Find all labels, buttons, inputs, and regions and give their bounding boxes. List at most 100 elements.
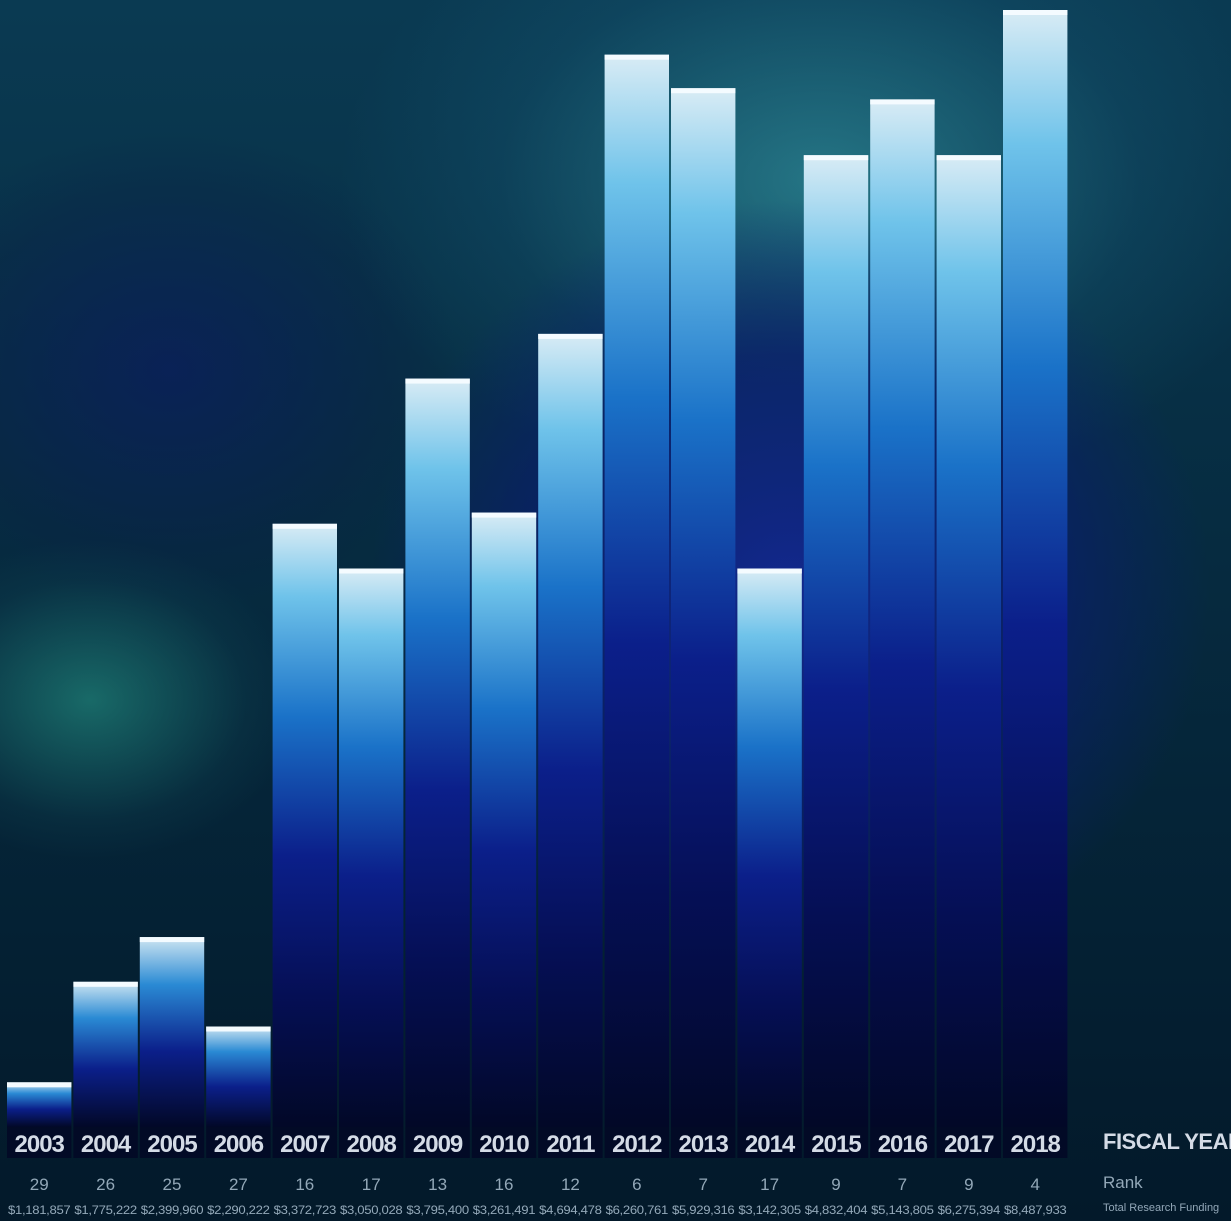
year-band-2004 — [73, 1127, 138, 1158]
year-band-2013 — [671, 1127, 736, 1158]
bar-2007 — [272, 523, 337, 1127]
funding-value: $5,929,316 — [672, 1203, 735, 1217]
funding-value: $1,181,857 — [8, 1203, 71, 1217]
rank-value: 16 — [495, 1175, 514, 1194]
bar-2009 — [405, 378, 470, 1128]
year-band-2017 — [936, 1127, 1001, 1158]
x-tick-label: 2016 — [878, 1131, 928, 1158]
bar-cap-2008 — [339, 568, 404, 574]
bar-2012 — [604, 54, 669, 1128]
rank-value: 17 — [760, 1175, 779, 1194]
bar-cap-2004 — [73, 981, 138, 987]
rank-value: 29 — [30, 1175, 49, 1194]
funding-value: $6,260,761 — [606, 1203, 669, 1217]
year-band-2006 — [206, 1127, 271, 1158]
bar-2008 — [339, 568, 404, 1127]
x-tick-label: 2009 — [413, 1131, 463, 1158]
bar-cap-2018 — [1003, 10, 1068, 15]
bar-cap-2009 — [405, 378, 470, 384]
rank-value: 13 — [428, 1175, 447, 1194]
rank-value: 25 — [163, 1175, 182, 1194]
year-band-2011 — [538, 1127, 603, 1158]
bar-cap-2005 — [139, 937, 205, 943]
funding-value: $6,275,394 — [938, 1203, 1001, 1217]
year-band-2005 — [139, 1127, 205, 1158]
year-band-2009 — [405, 1127, 470, 1158]
funding-value: $4,832,404 — [805, 1203, 868, 1217]
bar-2015 — [803, 155, 869, 1127]
bar-2004 — [73, 981, 138, 1127]
x-tick-label: 2005 — [147, 1131, 197, 1158]
bar-cap-2015 — [803, 155, 869, 161]
x-tick-label: 2015 — [811, 1131, 861, 1158]
bar-cap-2017 — [936, 155, 1001, 161]
x-tick-label: 2008 — [347, 1131, 397, 1158]
year-band-2008 — [339, 1127, 404, 1158]
funding-value: $5,143,805 — [871, 1203, 934, 1217]
x-tick-label: 2006 — [214, 1131, 264, 1158]
bar-2013 — [671, 88, 736, 1128]
bars-group — [7, 10, 1068, 1158]
rank-value: 26 — [96, 1175, 115, 1194]
year-band-2012 — [604, 1127, 669, 1158]
funding-value: $3,795,400 — [406, 1203, 469, 1217]
rank-value: 9 — [964, 1175, 973, 1194]
rank-row-label: Rank — [1103, 1173, 1143, 1192]
funding-value: $2,399,960 — [141, 1203, 204, 1217]
rank-value: 12 — [561, 1175, 580, 1194]
year-labels: 2003 2004 2005 2006 2007 2008 2009 2010 2011 2012… — [15, 1131, 1062, 1158]
year-band-2016 — [870, 1127, 935, 1158]
bar-cap-2003 — [7, 1082, 72, 1088]
bar-2010 — [471, 512, 537, 1127]
bar-cap-2007 — [272, 523, 337, 529]
x-tick-label: 2003 — [15, 1131, 65, 1158]
funding-labels: $1,181,857 $1,775,222 $2,399,960 $2,290,222… — [8, 1203, 1067, 1217]
x-tick-label: 2004 — [81, 1131, 132, 1158]
bar-cap-2012 — [604, 54, 669, 60]
bar-cap-2014 — [737, 568, 802, 574]
rank-value: 7 — [698, 1175, 707, 1194]
year-band-2015 — [803, 1127, 869, 1158]
x-tick-label: 2011 — [546, 1131, 595, 1158]
bar-2006 — [206, 1026, 271, 1127]
bar-2005 — [139, 937, 205, 1127]
x-tick-label: 2017 — [944, 1131, 994, 1158]
funding-value: $3,050,028 — [340, 1203, 403, 1217]
bar-cap-2016 — [870, 99, 935, 105]
rank-value: 7 — [898, 1175, 907, 1194]
x-tick-label: 2014 — [745, 1131, 796, 1158]
year-band-2003 — [7, 1127, 72, 1158]
funding-value: $3,142,305 — [738, 1203, 801, 1217]
bar-2014 — [737, 568, 802, 1127]
x-tick-label: 2013 — [679, 1131, 729, 1158]
funding-value: $3,372,723 — [274, 1203, 337, 1217]
bar-cap-2006 — [206, 1026, 271, 1032]
rank-value: 4 — [1030, 1175, 1039, 1194]
year-band-2007 — [272, 1127, 337, 1158]
year-band-2014 — [737, 1127, 802, 1158]
x-tick-label: 2012 — [612, 1131, 662, 1158]
rank-labels: 29 26 25 27 16 17 13 16 12 6 7 17 9 7 9 4 — [30, 1175, 1040, 1194]
funding-value: $1,775,222 — [74, 1203, 137, 1217]
funding-value: $2,290,222 — [207, 1203, 270, 1217]
bar-2011 — [538, 333, 603, 1127]
rank-value: 27 — [229, 1175, 248, 1194]
year-band-2010 — [471, 1127, 537, 1158]
bar-2016 — [870, 99, 935, 1127]
x-tick-label: 2018 — [1011, 1131, 1061, 1158]
funding-value: $4,694,478 — [539, 1203, 602, 1217]
bar-2018 — [1003, 10, 1068, 1127]
bar-cap-2013 — [671, 88, 736, 94]
x-axis-title: FISCAL YEAR — [1103, 1129, 1231, 1154]
funding-value: $3,261,491 — [473, 1203, 536, 1217]
rank-value: 9 — [831, 1175, 840, 1194]
bar-cap-2011 — [538, 333, 603, 339]
x-tick-label: 2010 — [479, 1131, 529, 1158]
funding-value: $8,487,933 — [1004, 1203, 1067, 1217]
x-tick-label: 2007 — [280, 1131, 330, 1158]
rank-value: 17 — [362, 1175, 381, 1194]
year-band-2018 — [1003, 1127, 1068, 1158]
funding-row-label: Total Research Funding — [1103, 1202, 1220, 1214]
